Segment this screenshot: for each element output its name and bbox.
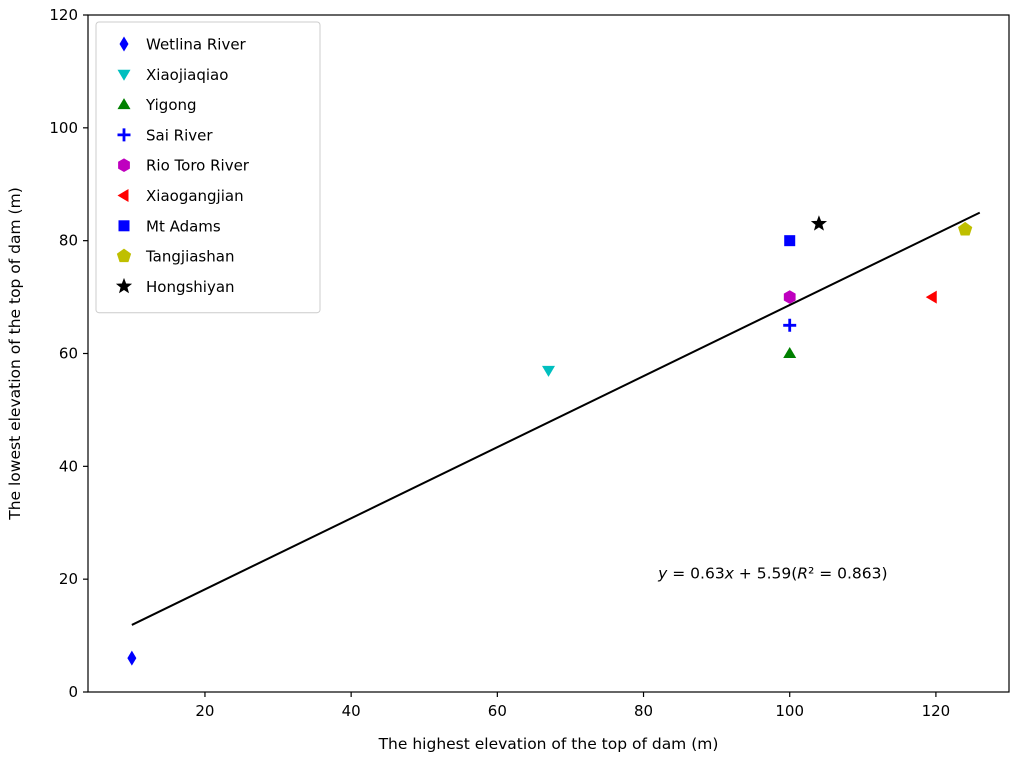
legend-item-xiaojiaqiao: Xiaojiaqiao <box>117 66 228 84</box>
legend-item-tangjiashan: Tangjiashan <box>116 248 234 266</box>
y-tick-label: 20 <box>59 570 78 588</box>
x-tick-label: 60 <box>488 702 507 720</box>
legend-label: Rio Toro River <box>146 157 250 175</box>
legend: Wetlina River Xiaojiaqiao Yigong Sai River R… <box>95 21 321 314</box>
scatter-point-rio-toro-river <box>783 290 796 304</box>
legend-label: Hongshiyan <box>146 278 235 296</box>
scatter-point-yigong <box>783 347 797 358</box>
legend-label: Mt Adams <box>146 217 221 235</box>
scatter-point-xiaogangjian <box>925 290 937 304</box>
scatter-point-tangjiashan <box>958 221 973 236</box>
legend-item-sai-river: Sai River <box>117 126 213 144</box>
x-tick-label: 40 <box>342 702 361 720</box>
legend-item-mt-adams: Mt Adams <box>118 217 221 235</box>
scatter-point-mt-adams <box>784 235 796 247</box>
y-tick-label: 100 <box>49 119 78 137</box>
x-tick-label: 100 <box>775 702 804 720</box>
legend-label: Xiaogangjian <box>146 187 244 205</box>
legend-item-hongshiyan: Hongshiyan <box>115 277 235 296</box>
legend-marker-xiaogangjian <box>117 189 129 202</box>
legend-label: Wetlina River <box>146 36 247 54</box>
legend-marker-wetlina-river <box>119 36 129 52</box>
scatter-point-hongshiyan <box>810 215 828 231</box>
legend-frame <box>95 21 321 314</box>
x-tick-label: 80 <box>634 702 653 720</box>
y-tick-label: 40 <box>59 457 78 475</box>
y-tick-label: 0 <box>68 683 78 701</box>
legend-marker-rio-toro-river <box>118 158 130 172</box>
legend-marker-hongshiyan <box>115 277 133 294</box>
regression-line <box>131 211 981 626</box>
legend-item-rio-toro-river: Rio Toro River <box>118 157 250 175</box>
x-tick-label: 20 <box>195 702 214 720</box>
y-tick-label: 80 <box>59 232 78 250</box>
y-axis-label: The lowest elevation of the top of dam (… <box>6 187 24 521</box>
scatter-point-sai-river <box>783 318 797 332</box>
legend-marker-xiaojiaqiao <box>117 69 131 81</box>
legend-marker-mt-adams <box>118 220 130 232</box>
legend-item-xiaogangjian: Xiaogangjian <box>117 187 244 205</box>
scatter-point-xiaojiaqiao <box>542 365 555 377</box>
scatter-point-wetlina-river <box>127 650 137 666</box>
legend-marker-tangjiashan <box>116 248 132 263</box>
legend-item-wetlina-river: Wetlina River <box>119 36 247 54</box>
fit-equation-annotation: y = 0.63x + 5.59(R² = 0.863) <box>657 565 887 583</box>
legend-marker-sai-river <box>117 128 131 142</box>
legend-label: Tangjiashan <box>145 248 234 266</box>
x-tick-label: 120 <box>922 702 951 720</box>
y-tick-label: 60 <box>59 345 78 363</box>
legend-label: Sai River <box>146 126 213 144</box>
legend-marker-yigong <box>117 98 131 110</box>
legend-label: Yigong <box>145 96 197 114</box>
x-axis-label: The highest elevation of the top of dam … <box>378 735 719 753</box>
legend-item-yigong: Yigong <box>117 96 197 114</box>
legend-label: Xiaojiaqiao <box>146 66 228 84</box>
y-tick-label: 120 <box>49 6 78 24</box>
